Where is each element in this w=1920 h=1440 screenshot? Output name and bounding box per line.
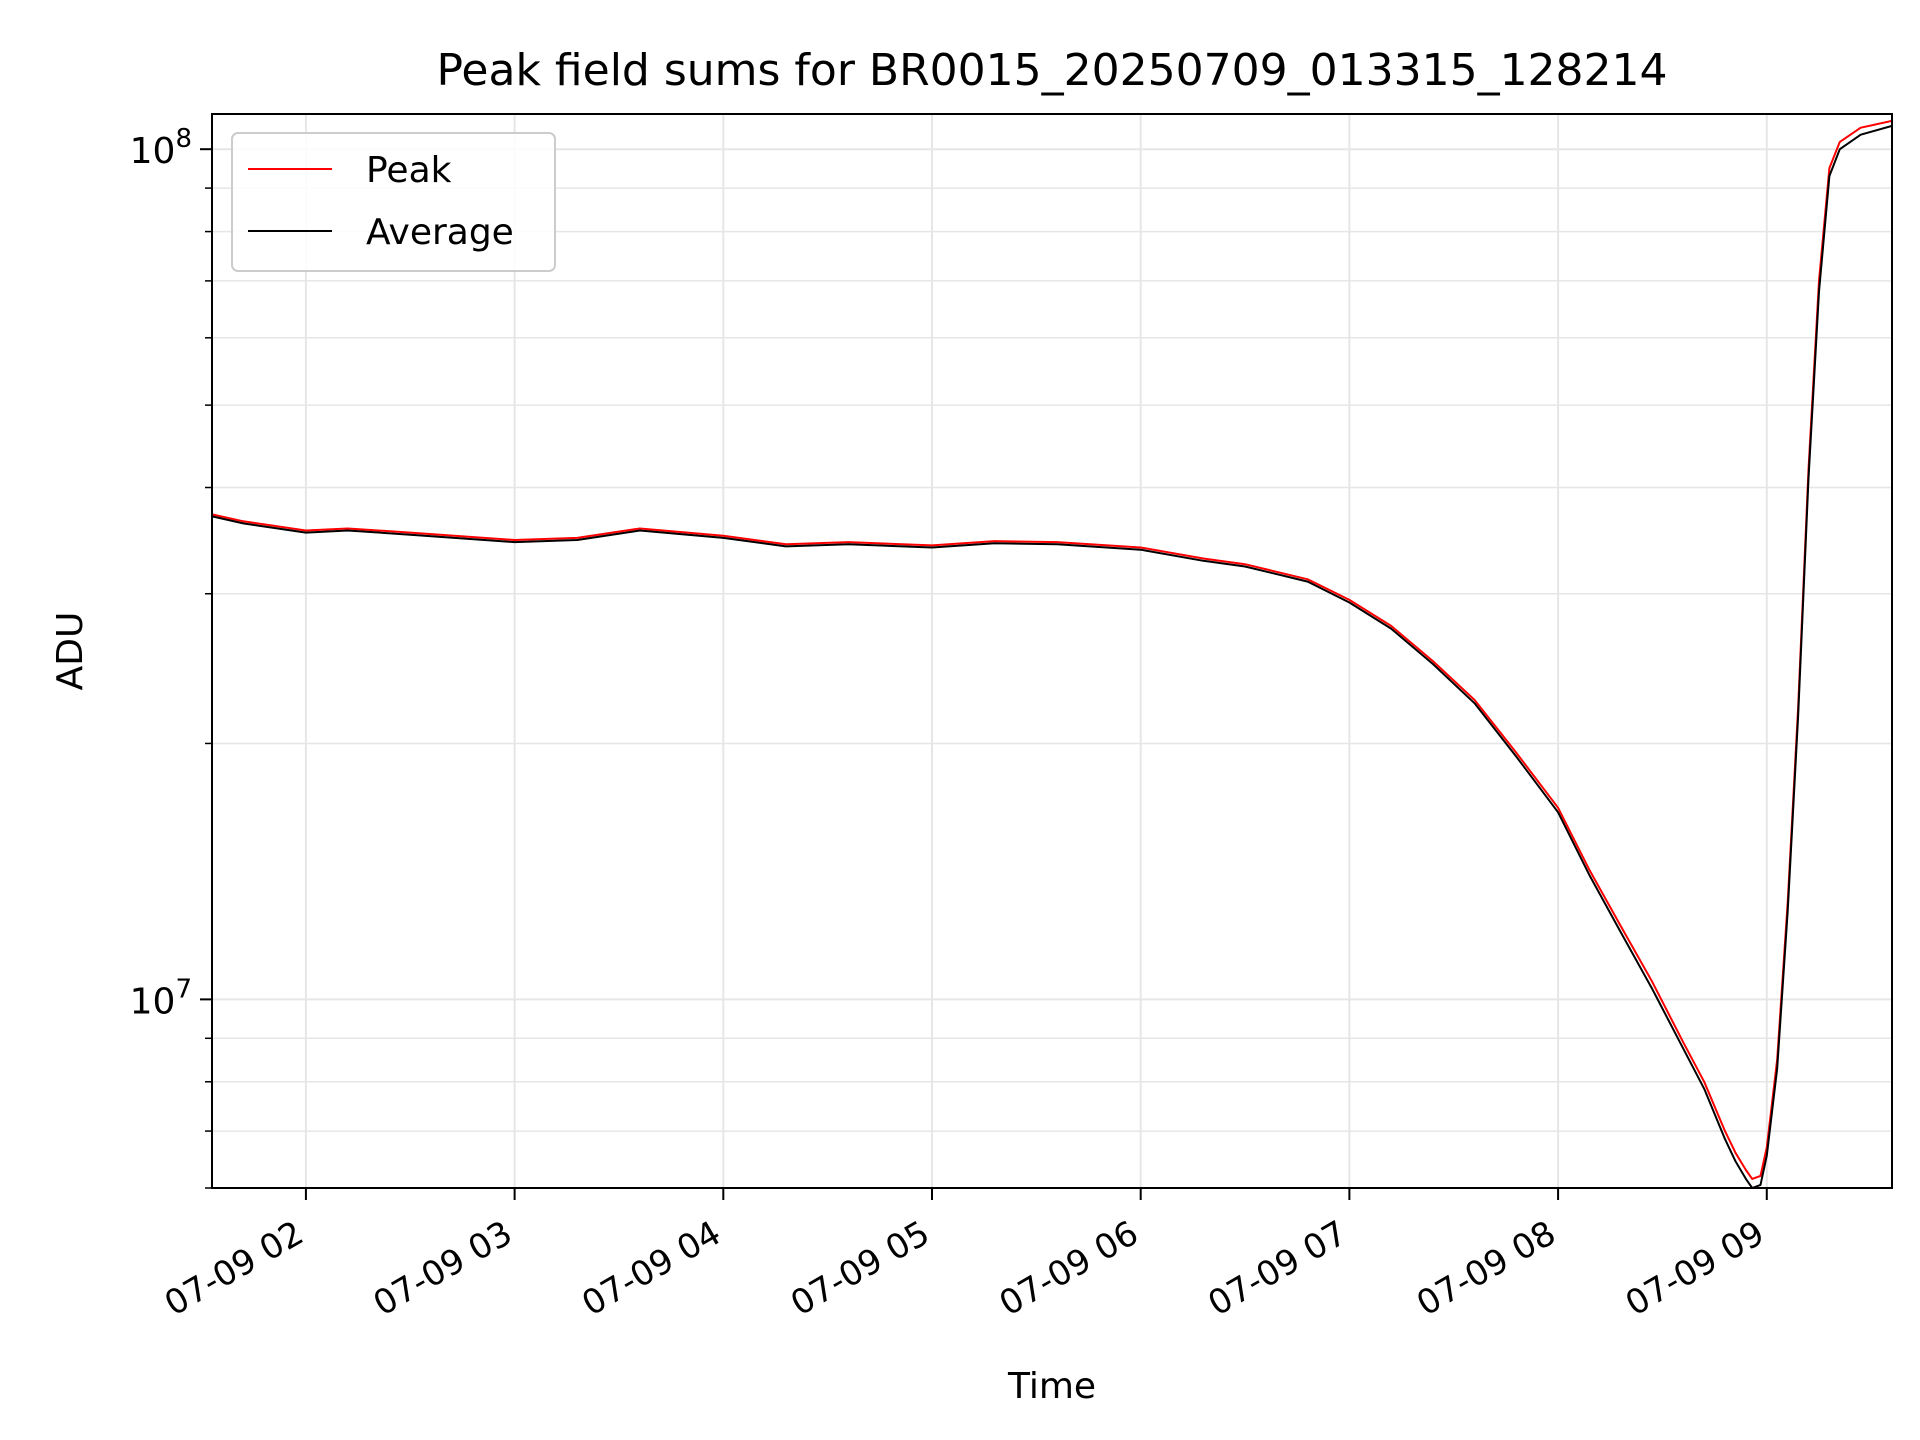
series-line-average [212, 124, 1892, 1188]
x-axis-label: Time [1007, 1366, 1096, 1407]
legend: Peak Average [231, 132, 556, 272]
y-tick-label: 107 [130, 974, 192, 1022]
legend-box [231, 132, 556, 272]
plot-frame [211, 113, 1893, 1189]
y-axis-label: ADU [50, 612, 91, 691]
series-lines [212, 119, 1892, 1188]
legend-label-average: Average [366, 212, 514, 253]
y-tick-label: 108 [130, 124, 192, 172]
legend-label-peak: Peak [366, 150, 452, 191]
chart-title: Peak field sums for BR0015_20250709_0133… [436, 45, 1667, 96]
